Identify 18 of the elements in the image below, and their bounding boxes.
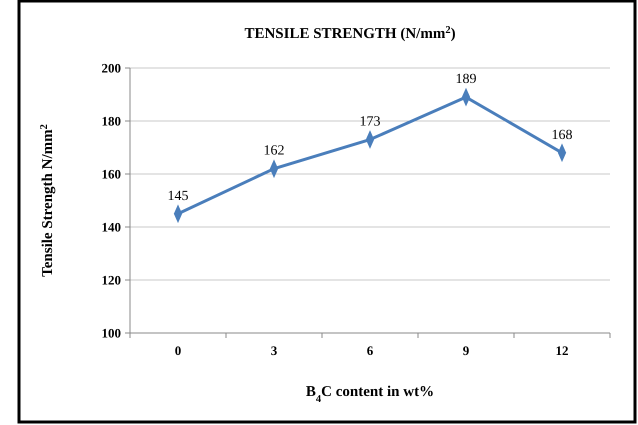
y-tick-label: 160 [102, 166, 121, 182]
y-tick-label: 140 [102, 220, 121, 235]
chart-title: TENSILE STRENGTH (N/mm$^{2}$) [244, 24, 456, 42]
x-tick-label: 3 [270, 343, 278, 358]
x-tick-label: 6 [366, 343, 374, 358]
y-tick-label: 180 [102, 114, 121, 129]
data-label: 168 [552, 128, 572, 143]
x-tick-label: 0 [174, 343, 182, 358]
data-label: 162 [264, 144, 284, 159]
data-label: 173 [360, 114, 380, 130]
data-label: 145 [168, 188, 188, 204]
x-axis-title: B$_{4}$C content in wt% [306, 384, 434, 404]
x-tick-label: 9 [462, 343, 470, 358]
y-tick-label: 120 [102, 272, 121, 288]
data-label: 189 [456, 72, 476, 88]
y-tick-label: 100 [102, 326, 121, 341]
x-tick-label: 12 [556, 343, 568, 358]
y-tick-label: 200 [102, 60, 121, 76]
